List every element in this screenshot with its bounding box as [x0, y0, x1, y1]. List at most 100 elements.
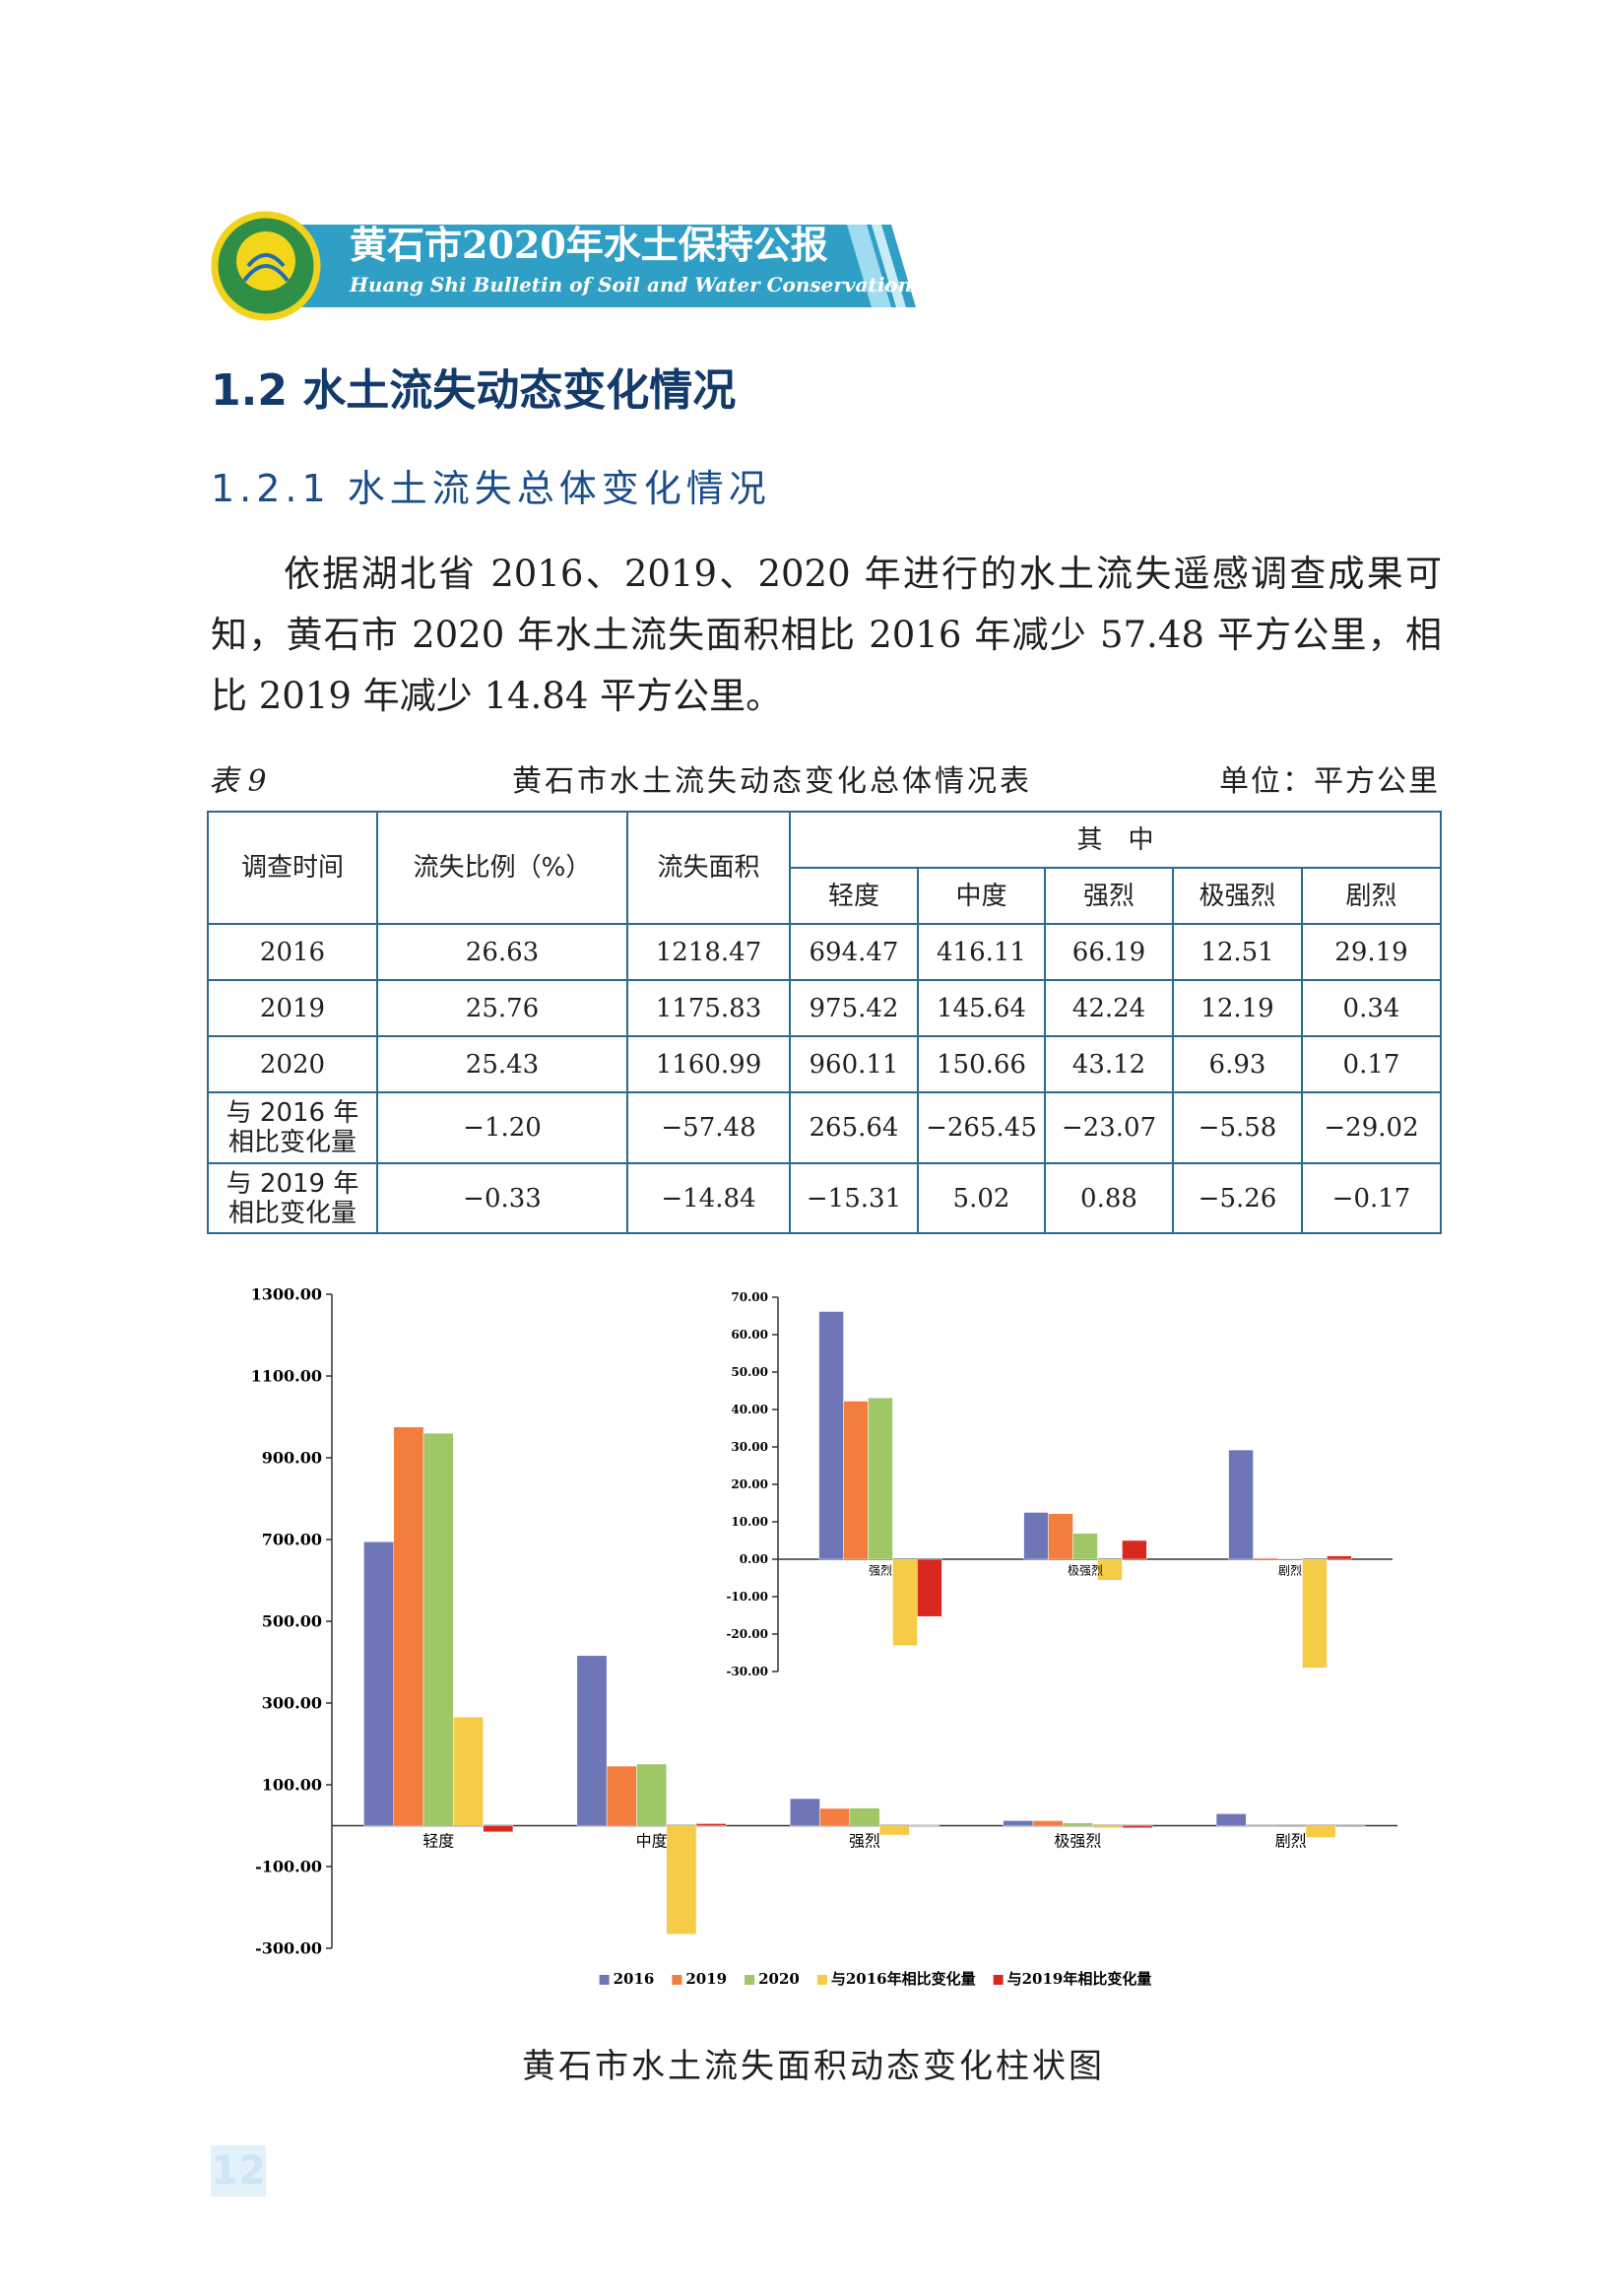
- table-cell: −57.48: [626, 1091, 791, 1164]
- table-cell: 42.24: [1044, 979, 1174, 1037]
- legend-label: 2020: [758, 1970, 800, 1988]
- bar: [1302, 1558, 1328, 1669]
- table-cell: −1.20: [376, 1091, 628, 1164]
- table-unit: 单位：平方公里: [1219, 764, 1440, 799]
- bar: [819, 1807, 851, 1826]
- column-header: 调查时间: [207, 811, 378, 925]
- legend-swatch: [672, 1975, 682, 1985]
- bar: [1063, 1822, 1093, 1826]
- row-header: 2016: [207, 923, 378, 981]
- y-tick-label: 70.00: [731, 1290, 768, 1304]
- y-tick-label: 1300.00: [251, 1285, 322, 1304]
- table-cell: −15.31: [789, 1162, 919, 1234]
- logo-inner: [236, 231, 295, 291]
- table-cell: 0.88: [1044, 1162, 1174, 1234]
- bar: [790, 1798, 820, 1826]
- bar: [1228, 1449, 1254, 1560]
- table-cell: 43.12: [1044, 1035, 1174, 1093]
- legend-swatch: [599, 1975, 610, 1985]
- table-cell: 975.42: [789, 979, 919, 1037]
- legend-swatch: [816, 1975, 827, 1985]
- table-cell: 66.19: [1044, 923, 1174, 981]
- y-tick-label: -300.00: [255, 1939, 322, 1958]
- legend-label: 2016: [614, 1970, 655, 1988]
- column-header: 流失面积: [626, 811, 791, 925]
- table-cell: 25.76: [376, 979, 628, 1037]
- bar: [1215, 1813, 1247, 1826]
- row-header: 与 2019 年 相比变化量: [207, 1162, 378, 1234]
- column-header: 中度: [917, 867, 1046, 925]
- x-tick-label: 强烈: [849, 1831, 880, 1850]
- y-tick-label: 900.00: [262, 1449, 322, 1468]
- bar: [1305, 1825, 1336, 1838]
- row-header: 2019: [207, 979, 378, 1037]
- x-tick-label: 中度: [636, 1831, 668, 1850]
- y-tick-label: 60.00: [731, 1328, 768, 1342]
- table-cell: −29.02: [1301, 1091, 1442, 1164]
- bar: [606, 1765, 637, 1826]
- table-cell: −14.84: [626, 1162, 791, 1234]
- x-tick-label: 强烈: [869, 1564, 892, 1578]
- banner-stripe: [847, 225, 891, 307]
- data-table: 调查时间 流失比例（%） 流失面积 其 中 轻度 中度 强烈 极强烈 剧烈 2016 26…: [207, 811, 1442, 1234]
- bar: [666, 1825, 697, 1935]
- header-title: 黄石市2020年水土保持公报: [350, 223, 828, 267]
- x-tick-label: 剧烈: [1278, 1564, 1302, 1578]
- bar: [1122, 1540, 1147, 1560]
- subsection-heading: 1.2.1 水土流失总体变化情况: [211, 467, 771, 510]
- table-cell: −0.17: [1301, 1162, 1442, 1234]
- legend-swatch: [993, 1975, 1004, 1985]
- bar: [1072, 1533, 1098, 1560]
- bar: [1003, 1820, 1034, 1826]
- bar: [1048, 1513, 1073, 1560]
- table-cell: −5.26: [1172, 1162, 1303, 1234]
- column-header: 强烈: [1044, 867, 1174, 925]
- y-tick-label: -100.00: [255, 1858, 322, 1876]
- y-tick-label: 1100.00: [251, 1367, 322, 1386]
- table-cell: 1218.47: [626, 923, 791, 981]
- bar: [1277, 1558, 1303, 1560]
- bar: [1122, 1825, 1153, 1828]
- bar: [363, 1542, 395, 1826]
- table-row: 2020 25.43 1160.99 960.11 150.66 43.12 6.93 0.1…: [207, 1035, 1442, 1093]
- table-cell: 0.17: [1301, 1035, 1442, 1093]
- y-tick-label: 50.00: [731, 1365, 768, 1379]
- paragraph: 依据湖北省 2016、2019、2020 年进行的水土流失遥感调查成果可知，黄石…: [211, 553, 1442, 717]
- bar: [453, 1717, 484, 1826]
- figure-caption: 黄石市水土流失面积动态变化柱状图: [522, 2047, 1105, 2086]
- bar: [393, 1426, 424, 1826]
- table-cell: 12.51: [1172, 923, 1303, 981]
- table-cell: 265.64: [789, 1091, 919, 1164]
- table-cell: 150.66: [917, 1035, 1046, 1093]
- table-cell: 6.93: [1172, 1035, 1303, 1093]
- column-header: 剧烈: [1301, 867, 1442, 925]
- table-cell: 29.19: [1301, 923, 1442, 981]
- column-header: 流失比例（%）: [376, 811, 628, 925]
- y-tick-label: 0.00: [740, 1552, 768, 1566]
- table-cell: −0.33: [376, 1162, 628, 1234]
- table-cell: 12.19: [1172, 979, 1303, 1037]
- y-tick-label: 300.00: [262, 1694, 322, 1713]
- table-row: 2019 25.76 1175.83 975.42 145.64 42.24 12.19 0.…: [207, 979, 1442, 1037]
- legend-label: 与2016年相比变化量: [831, 1970, 976, 1988]
- bar: [878, 1825, 910, 1836]
- y-tick-label: 20.00: [731, 1477, 768, 1491]
- bar: [422, 1432, 454, 1826]
- bar: [818, 1311, 844, 1560]
- row-header: 与 2016 年 相比变化量: [207, 1091, 378, 1164]
- y-tick-label: 40.00: [731, 1403, 768, 1416]
- bar: [1097, 1558, 1123, 1581]
- header-subtitle: Huang Shi Bulletin of Soil and Water Con…: [349, 273, 912, 296]
- legend-label: 2019: [685, 1970, 727, 1988]
- legend-label: 与2019年相比变化量: [1007, 1970, 1152, 1988]
- row-header: 2020: [207, 1035, 378, 1093]
- table-cell: 26.63: [376, 923, 628, 981]
- table-cell: 1160.99: [626, 1035, 791, 1093]
- table-cell: 5.02: [917, 1162, 1046, 1234]
- table-title: 黄石市水土流失动态变化总体情况表: [512, 764, 1032, 799]
- x-tick-label: 轻度: [422, 1831, 454, 1850]
- table-cell: −5.58: [1172, 1091, 1303, 1164]
- bar: [483, 1825, 514, 1833]
- y-tick-label: 500.00: [262, 1612, 322, 1631]
